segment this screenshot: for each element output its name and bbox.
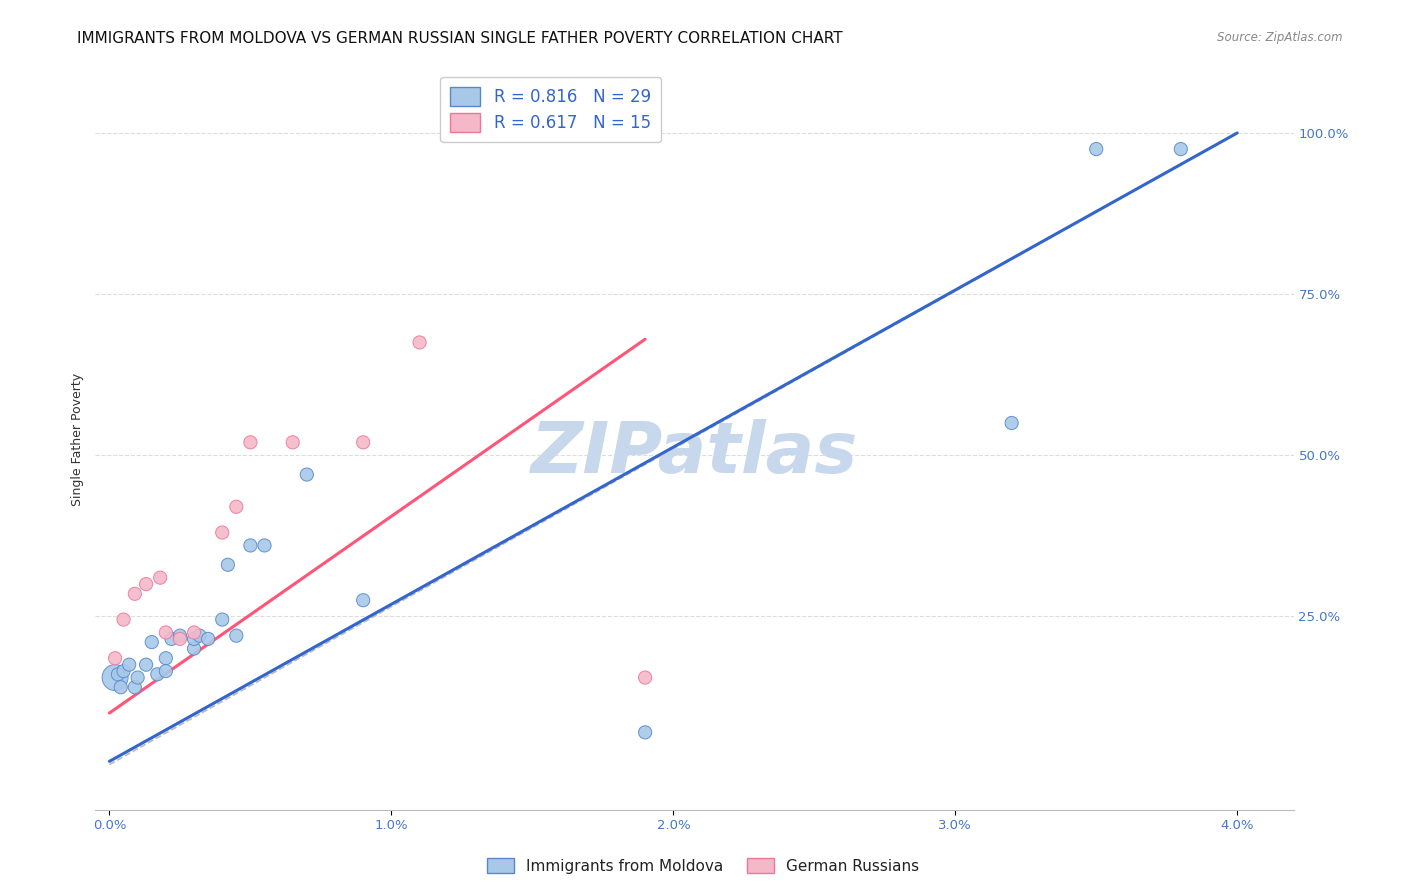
Point <box>104 671 127 685</box>
Point <box>183 632 205 646</box>
Point <box>110 680 132 694</box>
Point <box>118 657 141 672</box>
Point <box>146 667 169 681</box>
Point <box>104 651 127 665</box>
Point <box>169 629 191 643</box>
Point <box>155 664 177 678</box>
Text: ZIPatlas: ZIPatlas <box>531 419 858 489</box>
Point <box>281 435 304 450</box>
Point <box>408 335 430 350</box>
Point <box>112 664 135 678</box>
Point <box>107 667 129 681</box>
Point <box>112 613 135 627</box>
Point <box>124 587 146 601</box>
Point <box>225 629 247 643</box>
Point <box>352 435 374 450</box>
Legend: Immigrants from Moldova, German Russians: Immigrants from Moldova, German Russians <box>481 852 925 880</box>
Point <box>155 651 177 665</box>
Point <box>253 538 276 552</box>
Y-axis label: Single Father Poverty: Single Father Poverty <box>72 373 84 506</box>
Point <box>239 538 262 552</box>
Point <box>149 571 172 585</box>
Point <box>141 635 163 649</box>
Point <box>634 725 657 739</box>
Point <box>217 558 239 572</box>
Point <box>160 632 183 646</box>
Point <box>124 680 146 694</box>
Point <box>183 641 205 656</box>
Point <box>135 577 157 591</box>
Point <box>211 525 233 540</box>
Point <box>225 500 247 514</box>
Point <box>634 671 657 685</box>
Point <box>1085 142 1108 156</box>
Point <box>183 625 205 640</box>
Point <box>1001 416 1024 430</box>
Point <box>197 632 219 646</box>
Point <box>169 632 191 646</box>
Point <box>352 593 374 607</box>
Point <box>135 657 157 672</box>
Point <box>211 613 233 627</box>
Point <box>188 629 211 643</box>
Point <box>127 671 149 685</box>
Point <box>1170 142 1192 156</box>
Point <box>239 435 262 450</box>
Point <box>155 625 177 640</box>
Legend: R = 0.816   N = 29, R = 0.617   N = 15: R = 0.816 N = 29, R = 0.617 N = 15 <box>440 77 661 142</box>
Text: IMMIGRANTS FROM MOLDOVA VS GERMAN RUSSIAN SINGLE FATHER POVERTY CORRELATION CHAR: IMMIGRANTS FROM MOLDOVA VS GERMAN RUSSIA… <box>77 31 844 46</box>
Text: Source: ZipAtlas.com: Source: ZipAtlas.com <box>1218 31 1343 45</box>
Point <box>295 467 318 482</box>
